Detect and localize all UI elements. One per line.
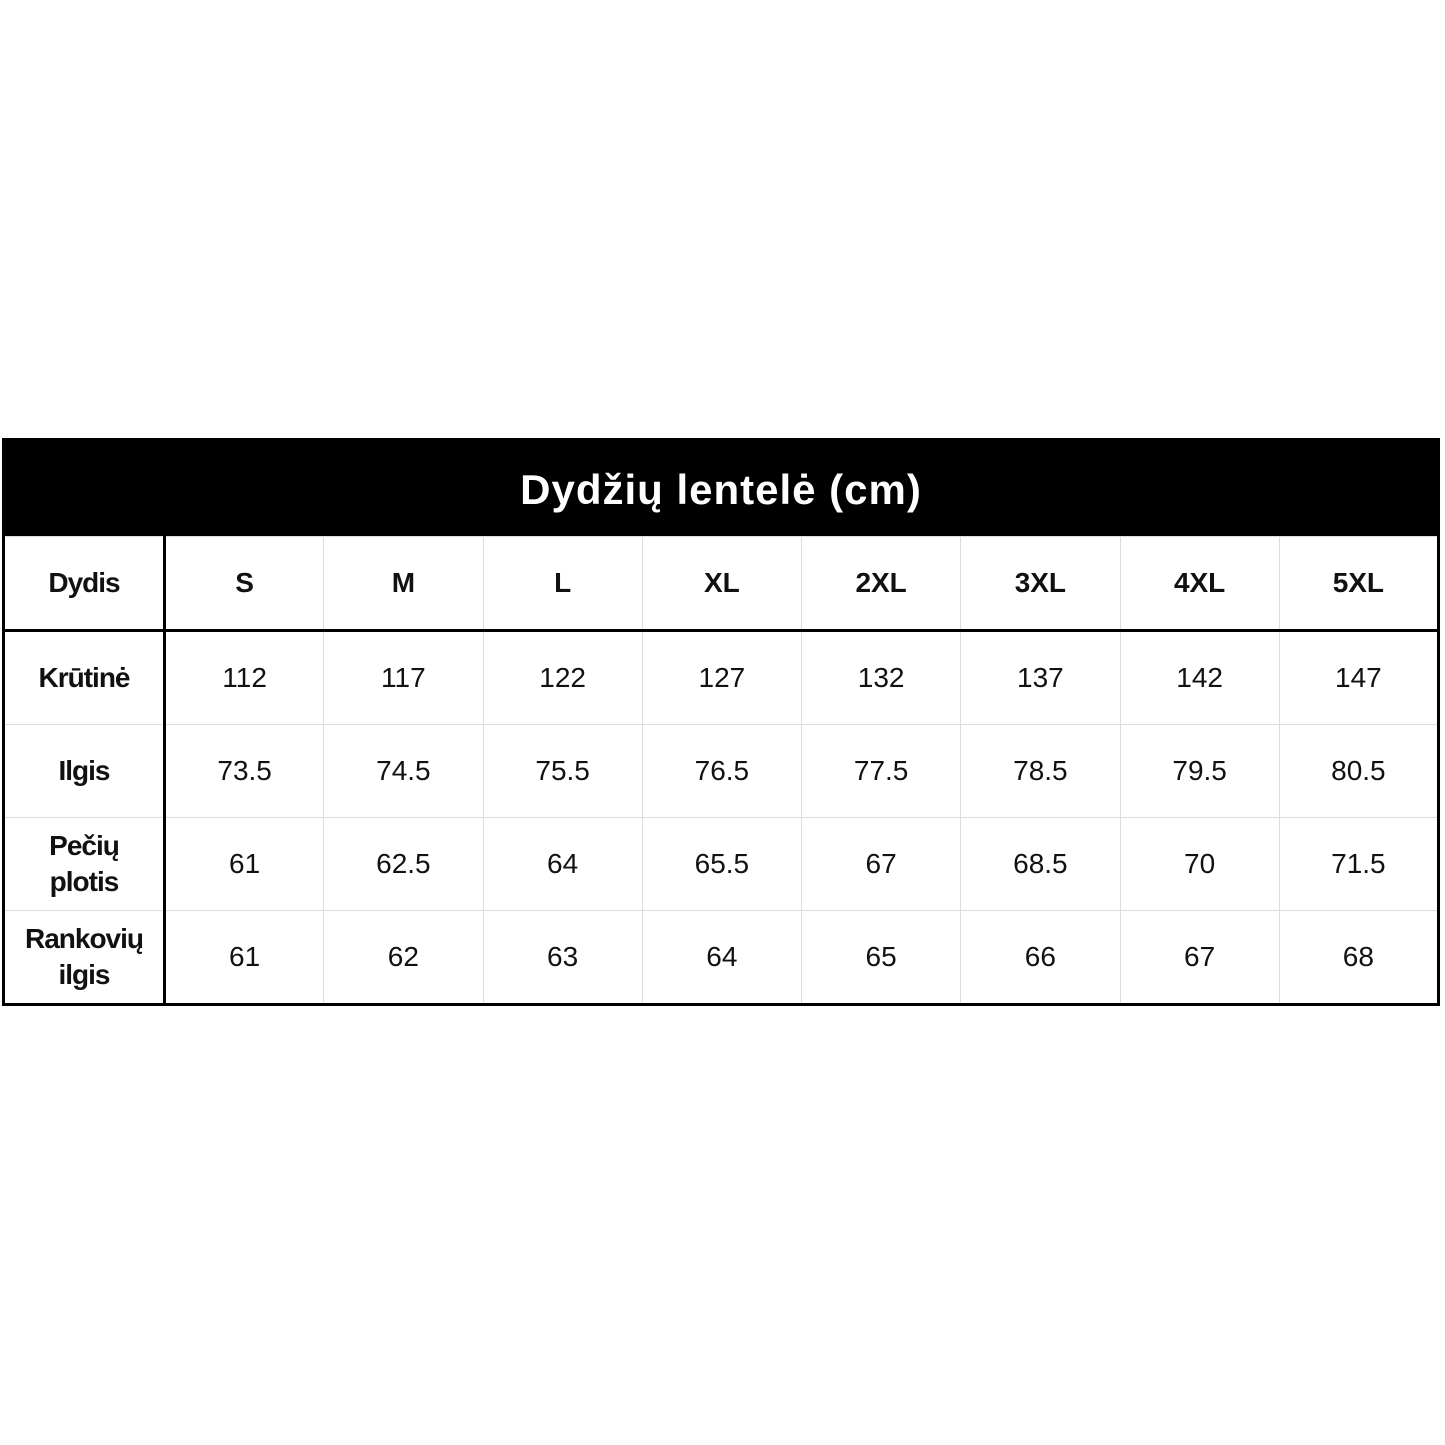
cell: 74.5: [323, 724, 484, 818]
size-header: XL: [641, 536, 803, 632]
data-row: Ilgis 73.5 74.5 75.5 76.5 77.5 78.5 79.5 80.5: [3, 724, 1440, 818]
cell: 64: [482, 817, 643, 911]
data-row: Rankovių ilgis 61 62 63 64 65 66 67 68: [3, 910, 1440, 1005]
cell: 117: [323, 630, 484, 725]
cell: 132: [800, 630, 962, 725]
cell: 62: [323, 910, 484, 1005]
cell: 61: [163, 910, 325, 1005]
size-header: M: [323, 536, 484, 632]
cell: 122: [482, 630, 643, 725]
cell: 142: [1119, 630, 1280, 725]
cell: 75.5: [482, 724, 643, 818]
size-header: 4XL: [1119, 536, 1280, 632]
row-label: Pečių plotis: [3, 817, 166, 911]
size-header: S: [163, 536, 325, 632]
header-row: Dydis S M L XL 2XL 3XL 4XL 5XL: [3, 536, 1440, 632]
cell: 70: [1119, 817, 1280, 911]
cell: 77.5: [800, 724, 962, 818]
size-chart: Dydžių lentelė (cm) Dydis S M L XL 2XL 3XL 4XL 5…: [2, 438, 1440, 1006]
row-label: Ilgis: [3, 724, 166, 818]
cell: 64: [641, 910, 803, 1005]
cell: 112: [163, 630, 325, 725]
cell: 80.5: [1278, 724, 1440, 818]
cell: 63: [482, 910, 643, 1005]
cell: 62.5: [323, 817, 484, 911]
cell: 76.5: [641, 724, 803, 818]
cell: 79.5: [1119, 724, 1280, 818]
data-row: Krūtinė 112 117 122 127 132 137 142 147: [3, 630, 1440, 725]
row-label: Rankovių ilgis: [3, 910, 166, 1005]
cell: 137: [960, 630, 1121, 725]
size-header: 2XL: [800, 536, 962, 632]
cell: 127: [641, 630, 803, 725]
cell: 78.5: [960, 724, 1121, 818]
size-header: 5XL: [1278, 536, 1440, 632]
cell: 65.5: [641, 817, 803, 911]
table-title: Dydžių lentelė (cm): [2, 438, 1440, 536]
cell: 68: [1278, 910, 1440, 1005]
cell: 66: [960, 910, 1121, 1005]
size-table: Dydis S M L XL 2XL 3XL 4XL 5XL Krūtinė 112 117 122 12…: [2, 536, 1440, 1006]
cell: 67: [800, 817, 962, 911]
size-header: 3XL: [960, 536, 1121, 632]
row-label: Krūtinė: [3, 630, 166, 725]
size-header: L: [482, 536, 643, 632]
cell: 67: [1119, 910, 1280, 1005]
cell: 71.5: [1278, 817, 1440, 911]
cell: 147: [1278, 630, 1440, 725]
row-label: Dydis: [3, 536, 166, 632]
cell: 68.5: [960, 817, 1121, 911]
cell: 73.5: [163, 724, 325, 818]
data-row: Pečių plotis 61 62.5 64 65.5 67 68.5 70 71.5: [3, 817, 1440, 911]
cell: 61: [163, 817, 325, 911]
cell: 65: [800, 910, 962, 1005]
